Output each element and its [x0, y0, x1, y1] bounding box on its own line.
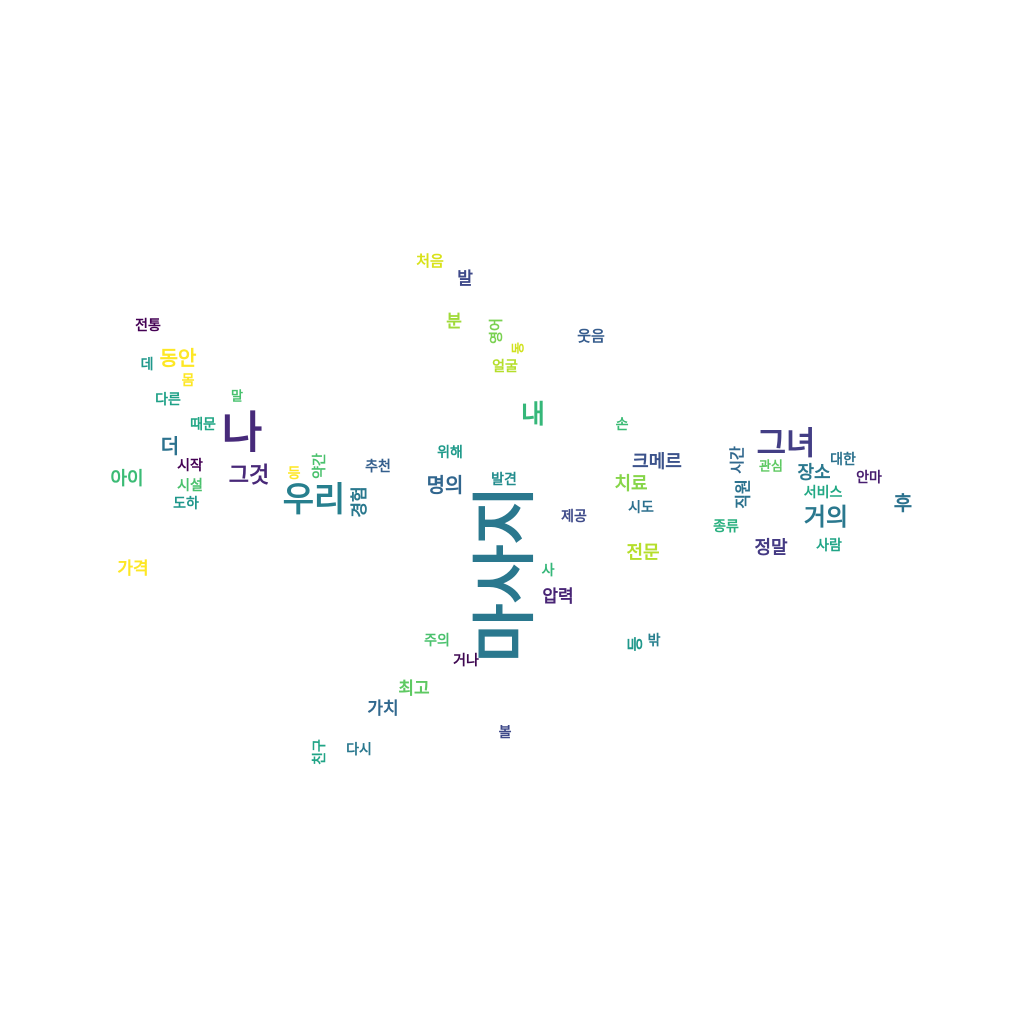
- word-48: 제공: [561, 509, 587, 525]
- word-14: 정말: [754, 538, 788, 559]
- word-17: 전문: [626, 543, 659, 564]
- word-51: 대한: [830, 452, 856, 468]
- word-9: 크메르: [632, 452, 682, 473]
- word-52: 안마: [856, 469, 882, 486]
- word-59: 밖: [648, 633, 661, 649]
- word-43: 약간: [311, 453, 328, 479]
- word-62: 볼: [499, 725, 512, 741]
- word-38: 전통: [135, 317, 161, 334]
- word-55: 사람: [816, 538, 842, 554]
- word-32: 동: [512, 342, 527, 354]
- word-25: 직원: [734, 479, 753, 508]
- word-42: 등: [288, 466, 301, 482]
- word-54: 종류: [713, 519, 739, 535]
- word-49: 시도: [628, 500, 654, 516]
- word-26: 시간: [728, 446, 746, 474]
- word-7: 그것: [229, 464, 269, 489]
- word-20: 가치: [367, 699, 398, 719]
- word-60: 다시: [346, 742, 372, 758]
- word-33: 몸: [182, 373, 195, 389]
- word-39: 시작: [177, 457, 203, 474]
- word-15: 장소: [797, 463, 830, 484]
- word-27: 등: [626, 636, 645, 651]
- word-57: 주의: [424, 632, 450, 649]
- word-13: 후: [894, 491, 912, 515]
- word-22: 발: [457, 269, 473, 289]
- word-36: 때문: [190, 417, 216, 433]
- word-61: 친구: [312, 739, 328, 765]
- word-31: 영어: [488, 318, 505, 344]
- word-37: 데: [141, 357, 154, 373]
- word-11: 더: [161, 434, 179, 458]
- word-58: 거나: [453, 653, 479, 669]
- word-34: 말: [231, 390, 243, 405]
- word-53: 서비스: [804, 485, 843, 501]
- word-1: 마사지: [469, 486, 543, 663]
- word-23: 분: [446, 312, 462, 332]
- word-10: 동안: [160, 346, 197, 370]
- word-19: 최고: [398, 679, 430, 699]
- word-30: 얼굴: [492, 359, 518, 375]
- word-4: 그녀: [757, 424, 816, 462]
- word-29: 웃음: [577, 327, 605, 345]
- word-56: 사: [542, 563, 555, 579]
- word-50: 관심: [759, 459, 783, 475]
- word-3: 우리: [283, 480, 346, 520]
- word-2: 나: [222, 408, 262, 459]
- word-46: 발견: [491, 471, 517, 488]
- word-6: 거의: [804, 503, 848, 531]
- word-40: 시설: [177, 478, 203, 494]
- word-47: 손: [616, 417, 629, 433]
- word-28: 처음: [416, 252, 444, 270]
- word-8: 명의: [427, 473, 464, 497]
- word-24: 경험: [349, 486, 370, 517]
- word-16: 치료: [614, 474, 647, 495]
- word-45: 위해: [437, 445, 463, 461]
- word-44: 추천: [365, 459, 391, 475]
- word-18: 압력: [542, 586, 573, 607]
- word-12: 아이: [110, 469, 143, 490]
- word-21: 가격: [117, 559, 148, 579]
- word-5: 내: [521, 400, 545, 430]
- word-41: 도하: [173, 495, 199, 512]
- word-35: 다른: [155, 392, 181, 408]
